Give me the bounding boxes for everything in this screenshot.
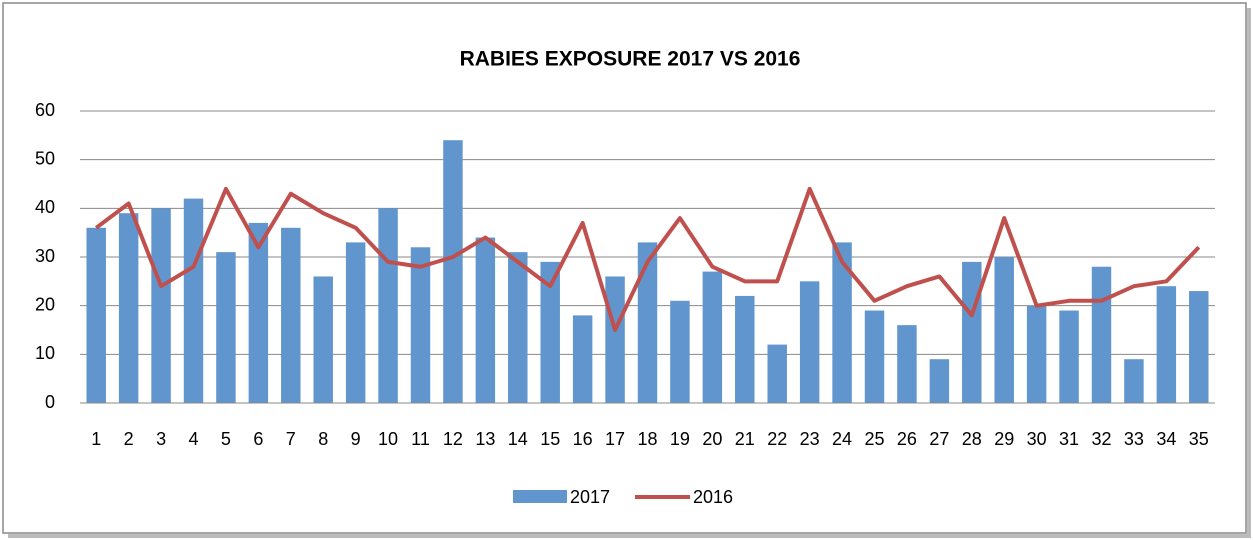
bar (767, 344, 787, 403)
bar (735, 295, 755, 403)
x-tick-label: 29 (994, 429, 1014, 449)
legend-swatch (513, 490, 567, 503)
y-tick-label: 30 (35, 246, 55, 266)
x-tick-label: 12 (443, 429, 463, 449)
bar (1189, 291, 1209, 403)
bar (313, 276, 333, 403)
bar (410, 247, 431, 403)
chart-frame (2, 2, 1247, 534)
legend-label: 2017 (570, 487, 610, 507)
x-tick-label: 15 (540, 429, 560, 449)
x-tick-label: 19 (670, 429, 690, 449)
x-tick-label: 30 (1027, 429, 1047, 449)
y-tick-label: 60 (35, 100, 55, 120)
bar (118, 213, 139, 403)
x-tick-label: 14 (508, 429, 528, 449)
x-tick-label: 22 (767, 429, 787, 449)
x-tick-label: 2 (124, 429, 134, 449)
frame-shadow (8, 534, 1251, 538)
bar (702, 271, 723, 403)
bar (929, 359, 950, 403)
x-tick-label: 5 (221, 429, 231, 449)
bar (962, 261, 982, 403)
bar (475, 237, 496, 403)
y-tick-label: 50 (35, 148, 55, 168)
bar (637, 242, 658, 403)
x-tick-label: 8 (318, 429, 328, 449)
bar (151, 208, 171, 403)
x-tick-label: 31 (1059, 429, 1079, 449)
bar (864, 310, 885, 403)
frame-shadow (1247, 8, 1251, 536)
x-tick-label: 33 (1124, 429, 1144, 449)
x-tick-label: 11 (411, 429, 430, 449)
x-tick-label: 35 (1189, 429, 1209, 449)
bar (248, 222, 269, 403)
bar (86, 227, 106, 403)
line (95, 186, 1201, 332)
x-tick-label: 1 (91, 429, 101, 449)
x-tick-label: 9 (351, 429, 361, 449)
chart-title: RABIES EXPOSURE 2017 VS 2016 (460, 48, 801, 71)
x-tick-label: 6 (253, 429, 263, 449)
bar (281, 227, 301, 403)
bar (216, 252, 236, 403)
x-tick-label: 7 (286, 429, 296, 449)
x-tick-label: 20 (702, 429, 722, 449)
y-tick-label: 10 (35, 343, 55, 363)
x-tick-label: 17 (605, 429, 625, 449)
bar (832, 242, 852, 403)
x-tick-label: 10 (378, 429, 398, 449)
bar (994, 257, 1014, 403)
bar (572, 315, 593, 403)
x-tick-label: 32 (1091, 429, 1111, 449)
bar (1124, 359, 1144, 403)
bar (670, 300, 690, 403)
y-tick-label: 0 (45, 392, 55, 412)
x-tick-label: 26 (897, 429, 917, 449)
x-tick-label: 18 (637, 429, 657, 449)
bar (183, 198, 204, 403)
bar (540, 261, 560, 403)
x-tick-label: 24 (832, 429, 852, 449)
bar (1059, 310, 1079, 403)
y-tick-label: 40 (35, 197, 55, 217)
x-tick-label: 27 (929, 429, 949, 449)
x-tick-label: 4 (188, 429, 198, 449)
x-tick-label: 21 (735, 429, 755, 449)
bar (1026, 305, 1047, 403)
bar (443, 140, 463, 403)
bar (345, 242, 366, 403)
x-tick-label: 23 (800, 429, 820, 449)
bar (1091, 266, 1112, 403)
x-tick-label: 34 (1156, 429, 1176, 449)
bar (1156, 286, 1177, 403)
x-tick-label: 25 (864, 429, 884, 449)
legend-label: 2016 (693, 487, 733, 507)
bar (508, 252, 528, 403)
x-tick-label: 16 (573, 429, 593, 449)
x-tick-label: 3 (156, 429, 166, 449)
bar (799, 281, 820, 403)
bar (378, 208, 398, 403)
bar (897, 325, 917, 403)
x-tick-label: 13 (475, 429, 495, 449)
y-tick-label: 20 (35, 294, 55, 314)
x-tick-label: 28 (962, 429, 982, 449)
bar (605, 276, 625, 403)
